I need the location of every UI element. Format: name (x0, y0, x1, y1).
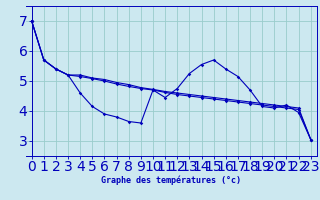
X-axis label: Graphe des températures (°c): Graphe des températures (°c) (101, 176, 241, 185)
